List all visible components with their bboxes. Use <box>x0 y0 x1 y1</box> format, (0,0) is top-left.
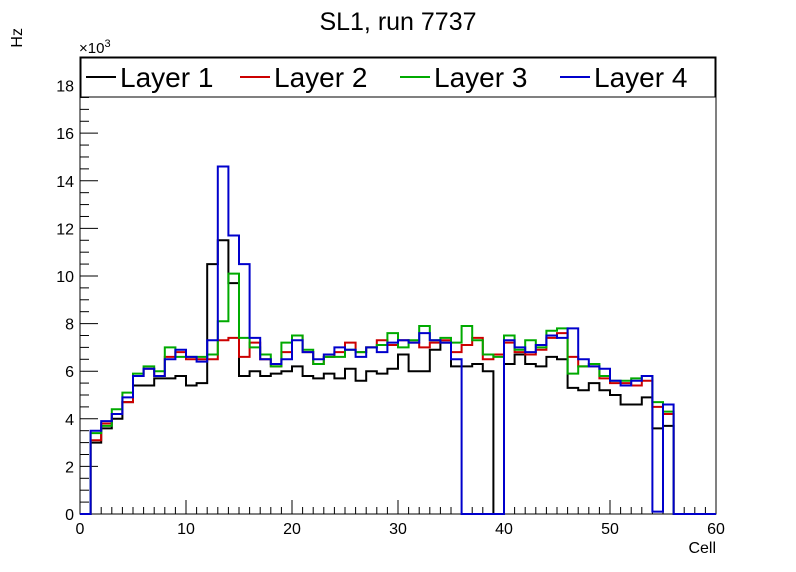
ticks: 0 10 20 30 40 50 60 0 2 4 6 8 10 12 14 16 18 <box>56 61 725 538</box>
x-tick-label: 50 <box>601 521 619 538</box>
chart-title: SL1, run 7737 <box>319 8 476 36</box>
y-tick-label: 12 <box>56 221 74 238</box>
y-tick-label: 6 <box>65 364 74 381</box>
series-line-layer-3 <box>80 272 716 515</box>
plot-frame <box>79 56 717 515</box>
series-line-layer-4 <box>80 165 716 515</box>
series-group <box>80 165 716 515</box>
y-axis-label: Hz <box>9 28 26 48</box>
y-tick-label: 18 <box>56 79 74 96</box>
y-tick-label: 2 <box>65 459 74 476</box>
x-tick-label: 40 <box>495 521 513 538</box>
y-tick-label: 4 <box>65 412 74 429</box>
y-multiplier-label: ×103 <box>79 38 111 57</box>
y-multiplier-base: ×10 <box>79 40 104 57</box>
y-tick-label: 0 <box>65 507 74 524</box>
x-tick-label: 20 <box>283 521 301 538</box>
x-tick-label: 60 <box>707 521 725 538</box>
series-line-layer-1 <box>80 239 716 515</box>
y-multiplier-exp: 3 <box>104 38 110 50</box>
legend-label-layer-1: Layer 1 <box>120 62 213 93</box>
x-tick-label: 10 <box>177 521 195 538</box>
y-tick-label: 8 <box>65 317 74 334</box>
legend-label-layer-3: Layer 3 <box>434 62 527 93</box>
y-tick-label: 16 <box>56 126 74 143</box>
legend: Layer 1 Layer 2 Layer 3 Layer 4 <box>80 57 716 98</box>
x-tick-label: 0 <box>76 521 85 538</box>
y-tick-label: 14 <box>56 174 74 191</box>
x-tick-label: 30 <box>389 521 407 538</box>
legend-label-layer-2: Layer 2 <box>274 62 367 93</box>
y-tick-label: 10 <box>56 269 74 286</box>
legend-box <box>80 57 716 98</box>
x-axis-label: Cell <box>688 540 716 557</box>
legend-label-layer-4: Layer 4 <box>594 62 687 93</box>
